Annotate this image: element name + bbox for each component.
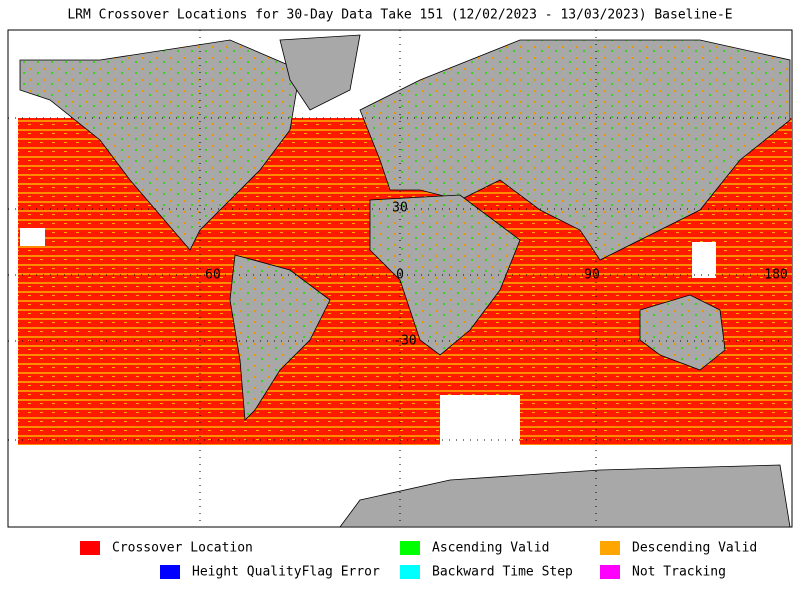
data-gap — [20, 228, 45, 246]
graticule — [8, 30, 792, 527]
legend-label: Crossover Location — [112, 541, 253, 556]
legend-swatch — [600, 541, 620, 555]
map-title: LRM Crossover Locations for 30-Day Data … — [67, 8, 732, 23]
legend-label: Height QualityFlag Error — [192, 565, 380, 580]
legend-swatch — [400, 565, 420, 579]
legend-swatch — [160, 565, 180, 579]
data-gap — [692, 242, 716, 278]
legend-label: Ascending Valid — [432, 541, 549, 556]
legend-swatch — [80, 541, 100, 555]
legend-swatch — [400, 541, 420, 555]
legend-label: Descending Valid — [632, 541, 757, 556]
legend-swatch — [600, 565, 620, 579]
coordinate-label: 90 — [584, 268, 600, 283]
coordinate-label: 180 — [764, 268, 787, 283]
map: 30 0 -30 60 90 180 — [7, 29, 793, 528]
legend-label: Backward Time Step — [432, 565, 573, 580]
land — [19, 34, 791, 528]
legend-label: Not Tracking — [632, 565, 726, 580]
coordinate-label: 60 — [205, 268, 221, 283]
data-gap — [440, 395, 520, 445]
legend: Crossover Location Ascending Valid Descend… — [80, 541, 757, 580]
coordinate-label: 30 — [392, 201, 408, 216]
coordinate-label: -30 — [393, 334, 416, 349]
coordinate-label: 0 — [396, 268, 404, 283]
